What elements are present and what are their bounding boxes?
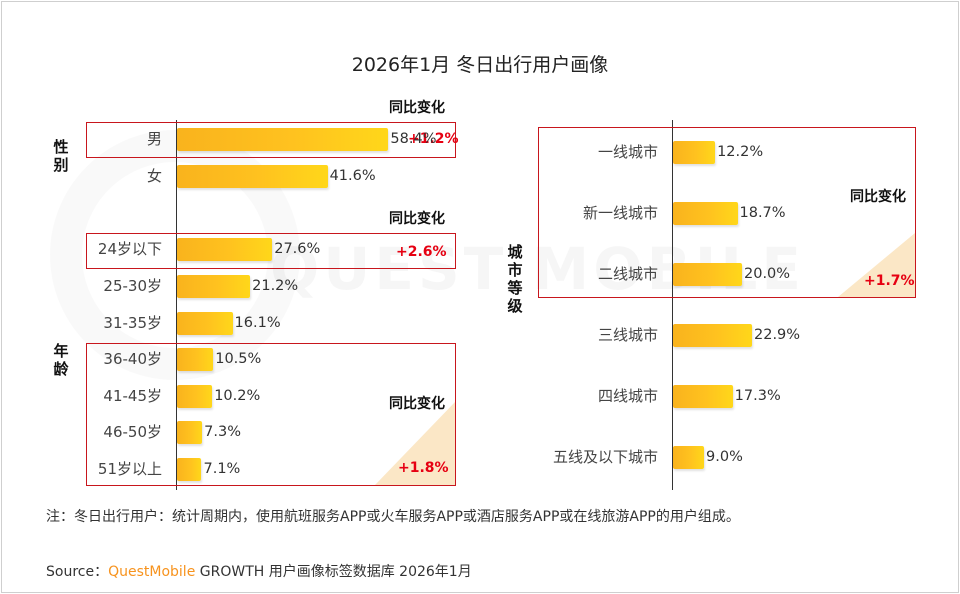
age-category-label: 41-45岁 [103, 386, 162, 405]
age-value-label: 7.3% [204, 423, 242, 440]
age-value-label: 10.2% [214, 387, 261, 404]
age-category-label: 51岁以上 [97, 459, 162, 478]
city-bar [673, 140, 716, 164]
highlight-box-gender [86, 122, 456, 158]
left-axis-line [176, 120, 177, 490]
highlight-box-city-top [538, 127, 916, 298]
yoy-change-city: +1.7% [864, 273, 915, 289]
city-category-label: 新一线城市 [582, 203, 658, 222]
gender-category-label: 男 [146, 129, 162, 148]
group-label-age: 年龄 [53, 342, 69, 378]
city-category-label: 五线及以下城市 [552, 447, 658, 466]
city-value-label: 12.2% [717, 143, 764, 160]
yoy-header-age-2: 同比变化 [389, 396, 445, 412]
city-value-label: 9.0% [706, 448, 743, 465]
city-value-label: 18.7% [739, 204, 786, 221]
age-value-label: 7.1% [203, 460, 241, 477]
city-category-label: 四线城市 [597, 386, 658, 405]
yoy-change-gender: +1.2% [408, 131, 459, 147]
footnote: 注：冬日出行用户：统计周期内，使用航班服务APP或火车服务APP或酒店服务APP… [46, 509, 740, 525]
yoy-header-gender: 同比变化 [389, 100, 445, 116]
highlight-box-age-under24 [86, 233, 456, 269]
source-rest: GROWTH 用户画像标签数据库 2026年1月 [195, 564, 472, 580]
gender-bar [177, 164, 328, 188]
city-bar [673, 201, 738, 225]
city-value-label: 17.3% [734, 387, 781, 404]
chart-title: 2026年1月 冬日出行用户画像 [351, 54, 609, 76]
city-bar [673, 384, 733, 408]
group-label-city-tier: 城市等级 [507, 243, 523, 315]
age-category-label: 36-40岁 [103, 349, 162, 368]
city-bar [673, 445, 705, 469]
city-category-label: 三线城市 [597, 325, 658, 344]
city-value-label: 20.0% [744, 265, 791, 282]
source-brand: QuestMobile [108, 564, 196, 580]
right-axis-line [672, 120, 673, 490]
source-prefix: Source： [46, 564, 109, 580]
yoy-change-age-1: +2.6% [396, 244, 447, 260]
gender-value-label: 41.6% [329, 167, 376, 184]
yoy-header-city: 同比变化 [850, 189, 906, 205]
yoy-change-age-2: +1.8% [398, 460, 449, 476]
gender-bar [177, 127, 389, 151]
group-label-gender: 性别 [53, 138, 69, 174]
yoy-header-age-1: 同比变化 [389, 211, 445, 227]
age-value-label: 10.5% [215, 350, 262, 367]
age-bar [177, 384, 213, 408]
age-bar [177, 457, 202, 481]
age-category-label: 24岁以下 [97, 239, 162, 258]
city-category-label: 一线城市 [597, 142, 658, 161]
decor-triangle-city [838, 233, 915, 297]
age-category-label: 25-30岁 [103, 276, 162, 295]
gender-value-label: 58.4% [390, 130, 437, 147]
decor-triangle-age [375, 402, 455, 485]
city-bar [673, 323, 752, 347]
city-value-label: 22.9% [754, 326, 801, 343]
age-value-label: 21.2% [252, 277, 299, 294]
age-bar [177, 274, 251, 298]
age-category-label: 46-50岁 [103, 422, 162, 441]
city-category-label: 二线城市 [597, 264, 658, 283]
age-value-label: 27.6% [274, 240, 321, 257]
age-value-label: 16.1% [234, 314, 281, 331]
age-bar [177, 420, 203, 444]
age-bar [177, 311, 233, 335]
highlight-box-age-36plus [86, 343, 456, 486]
age-bar [177, 347, 214, 371]
age-category-label: 31-35岁 [103, 313, 162, 332]
source-line: Source：QuestMobile GROWTH 用户画像标签数据库 2026… [46, 561, 472, 581]
gender-category-label: 女 [146, 166, 162, 185]
age-bar [177, 237, 273, 261]
city-bar [673, 262, 742, 286]
